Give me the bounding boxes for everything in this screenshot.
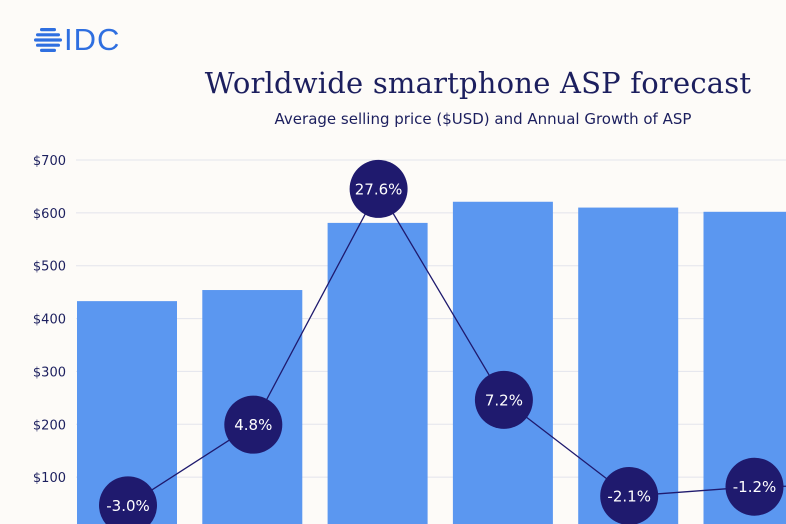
growth-point: -2.1% [600,467,659,524]
y-tick-label: $200 [33,418,66,433]
y-tick-label: $500 [33,260,66,275]
growth-marker [224,395,283,454]
growth-label: -3.0% [106,497,150,515]
chart-subtitle: Average selling price ($USD) and Annual … [274,110,692,128]
growth-point: -1.2% [725,457,784,516]
y-tick-label: $600 [33,207,66,222]
growth-marker [99,476,157,524]
y-tick-label: $700 [33,154,66,169]
growth-label: 4.8% [234,416,272,434]
globe-icon [34,27,62,52]
growth-marker-layer: -3.0% 4.8% 27.6% 7.2% -2.1% -1.2% [99,159,784,524]
bar [327,222,428,524]
growth-point: 4.8% [224,395,283,454]
growth-point: -3.0% [99,476,157,524]
growth-marker [474,370,533,429]
y-tick-label: $300 [33,365,66,380]
logo-text: IDC [64,22,121,57]
growth-label: -2.1% [607,488,651,506]
y-tick-label: $400 [33,313,66,328]
bar [452,201,553,524]
bar-layer [77,201,786,524]
growth-label: -1.2% [733,478,777,496]
growth-marker [600,467,659,524]
growth-marker [349,159,408,218]
growth-point: 27.6% [349,159,408,218]
growth-label: 7.2% [485,391,523,409]
growth-label: 27.6% [355,180,403,198]
chart-title: Worldwide smartphone ASP forecast [204,66,752,100]
y-tick-label: $100 [33,471,66,486]
growth-point: 7.2% [474,370,533,429]
idc-logo: IDC [34,24,120,55]
growth-marker [725,457,784,516]
